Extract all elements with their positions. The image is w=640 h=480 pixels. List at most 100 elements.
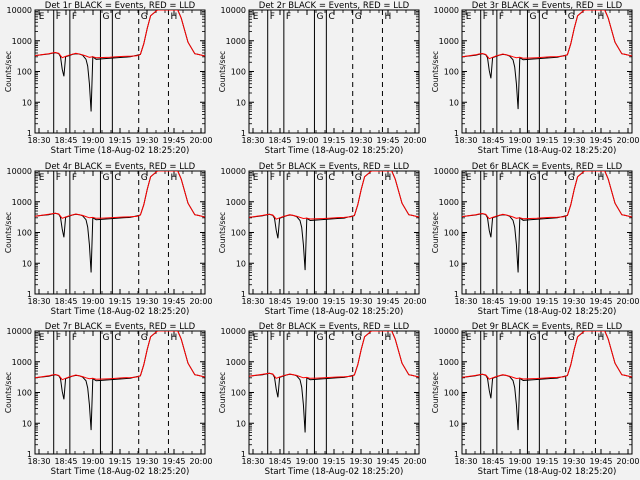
- event-letter: C: [541, 12, 547, 22]
- x-axis-label: Start Time (18-Aug-02 18:25:20): [51, 146, 190, 156]
- y-tick-label: 10000: [434, 6, 459, 15]
- event-letter: F: [286, 173, 291, 183]
- x-tick-label: 18:30: [27, 136, 50, 145]
- y-tick-label: 10: [236, 98, 246, 107]
- x-axis-label: Start Time (18-Aug-02 18:25:20): [265, 307, 404, 317]
- y-tick-label: 100: [231, 229, 246, 238]
- event-letter: E: [253, 173, 259, 183]
- y-tick-label: 1000: [12, 37, 32, 46]
- event-letter: F: [483, 12, 488, 22]
- x-tick-label: 19:00: [508, 457, 531, 466]
- lld-series-line: [249, 331, 419, 379]
- y-tick-label: 1: [27, 129, 32, 138]
- y-tick-label: 1: [27, 450, 32, 459]
- x-axis-label: Start Time (18-Aug-02 18:25:20): [478, 467, 617, 477]
- event-letter: E: [39, 12, 45, 22]
- panel-title: Det 7r BLACK = Events, RED = LLD: [45, 322, 196, 332]
- plot-frame: [34, 330, 206, 455]
- event-letter: E: [466, 173, 472, 183]
- plot-frame: [34, 9, 206, 134]
- plot-frame: [461, 9, 633, 134]
- y-tick-label: 100: [231, 68, 246, 77]
- y-tick-label: 100: [444, 389, 459, 398]
- lld-series-line: [462, 171, 632, 220]
- y-tick-label: 10000: [7, 6, 32, 15]
- event-letter: F: [270, 12, 275, 22]
- event-letter: E: [253, 333, 259, 343]
- event-letter: F: [72, 333, 77, 343]
- y-tick-label: 1000: [439, 358, 459, 367]
- y-tick-label: 1: [27, 290, 32, 299]
- event-letter: G: [568, 173, 575, 183]
- event-letter: H: [384, 333, 391, 343]
- y-tick-label: 10: [236, 419, 246, 428]
- x-tick-label: 18:30: [454, 297, 477, 306]
- event-letter: H: [384, 173, 391, 183]
- y-tick-label: 100: [444, 68, 459, 77]
- events-series-line: [35, 171, 205, 273]
- x-tick-label: 19:15: [108, 457, 131, 466]
- event-letter: G: [355, 173, 362, 183]
- event-letter: H: [384, 12, 391, 22]
- panel-title: Det 3r BLACK = Events, RED = LLD: [472, 1, 623, 11]
- events-series-line: [35, 331, 205, 431]
- event-letter: C: [328, 173, 334, 183]
- x-tick-label: 19:45: [589, 457, 612, 466]
- events-series-line: [35, 10, 205, 112]
- lld-series-line: [35, 10, 205, 59]
- event-letter: E: [466, 333, 472, 343]
- y-tick-label: 10000: [221, 6, 246, 15]
- x-tick-label: 19:30: [135, 136, 158, 145]
- event-letter: C: [114, 333, 120, 343]
- x-tick-label: 19:45: [376, 297, 399, 306]
- x-tick-label: 18:45: [268, 136, 291, 145]
- event-letter: G: [141, 333, 148, 343]
- event-letter: G: [355, 12, 362, 22]
- x-tick-label: 18:30: [27, 457, 50, 466]
- y-axis-label: Counts/sec: [218, 372, 227, 413]
- y-tick-label: 1000: [226, 37, 246, 46]
- y-tick-label: 100: [231, 389, 246, 398]
- y-tick-label: 1: [454, 450, 459, 459]
- x-tick-label: 20:00: [189, 457, 212, 466]
- x-tick-label: 19:00: [508, 136, 531, 145]
- event-letter: G: [141, 173, 148, 183]
- event-letter: F: [56, 333, 61, 343]
- x-tick-label: 20:00: [189, 136, 212, 145]
- x-tick-label: 19:30: [562, 136, 585, 145]
- x-tick-label: 18:30: [27, 297, 50, 306]
- x-axis-label: Start Time (18-Aug-02 18:25:20): [51, 307, 190, 317]
- event-letter: F: [286, 12, 291, 22]
- y-tick-label: 10000: [7, 327, 32, 336]
- event-letter: F: [483, 173, 488, 183]
- detector-panel-8: 1 10 100 1000 10000 18:30 18:45 19:00 19:15 19:30…: [218, 322, 427, 477]
- y-axis-label: Counts/sec: [4, 212, 13, 253]
- x-tick-label: 20:00: [403, 297, 426, 306]
- y-tick-label: 100: [17, 68, 32, 77]
- lld-series-line: [249, 171, 419, 220]
- events-series-line: [462, 331, 632, 431]
- x-tick-label: 19:45: [376, 136, 399, 145]
- events-series-line: [462, 171, 632, 273]
- detector-panel-4: 1 10 100 1000 10000 18:30 18:45 19:00 19:15 19:30…: [4, 162, 213, 317]
- x-tick-label: 19:15: [322, 297, 345, 306]
- x-tick-label: 19:45: [589, 297, 612, 306]
- y-tick-label: 10: [236, 259, 246, 268]
- event-letter: E: [253, 12, 259, 22]
- x-tick-label: 19:15: [322, 457, 345, 466]
- event-letter: C: [328, 333, 334, 343]
- event-letter: G: [316, 333, 323, 343]
- x-tick-label: 19:15: [322, 136, 345, 145]
- lld-series-line: [462, 10, 632, 60]
- plot-frame: [248, 9, 420, 134]
- x-tick-label: 19:45: [589, 136, 612, 145]
- y-tick-label: 1: [454, 290, 459, 299]
- y-tick-label: 10000: [221, 167, 246, 176]
- events-series-line: [462, 10, 632, 110]
- event-letter: G: [355, 333, 362, 343]
- x-tick-label: 20:00: [616, 297, 639, 306]
- event-letter: H: [170, 12, 177, 22]
- event-letter: H: [597, 12, 604, 22]
- events-series-line: [249, 171, 419, 271]
